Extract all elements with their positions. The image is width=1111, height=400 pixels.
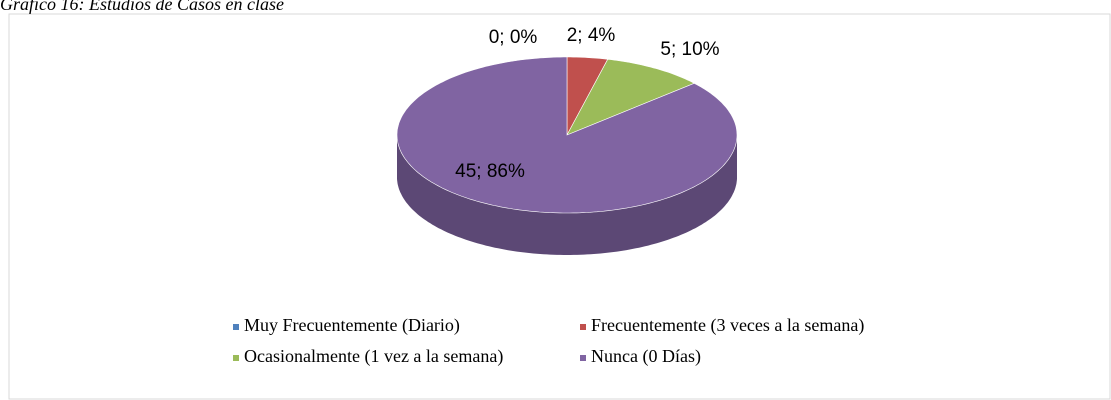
data-label: 2; 4% (567, 25, 616, 46)
legend-label: Ocasionalmente (1 vez a la semana) (244, 346, 503, 367)
legend-swatch (233, 355, 239, 361)
data-label: 5; 10% (660, 39, 719, 60)
legend-label: Muy Frecuentemente (Diario) (244, 315, 460, 336)
pie-slice (396, 56, 738, 214)
legend-label: Frecuentemente (3 veces a la semana) (591, 315, 864, 336)
data-label: 0; 0% (489, 27, 538, 48)
legend-label: Nunca (0 Días) (591, 346, 701, 367)
chart-title: Gráfico 16: Estudios de Casos en clase (0, 0, 284, 14)
legend-swatch (580, 324, 586, 330)
legend-swatch (580, 355, 586, 361)
pie-slice-side (397, 135, 737, 255)
legend-swatch (233, 324, 239, 330)
data-label: 45; 86% (455, 161, 525, 182)
pie-slice (566, 58, 695, 136)
